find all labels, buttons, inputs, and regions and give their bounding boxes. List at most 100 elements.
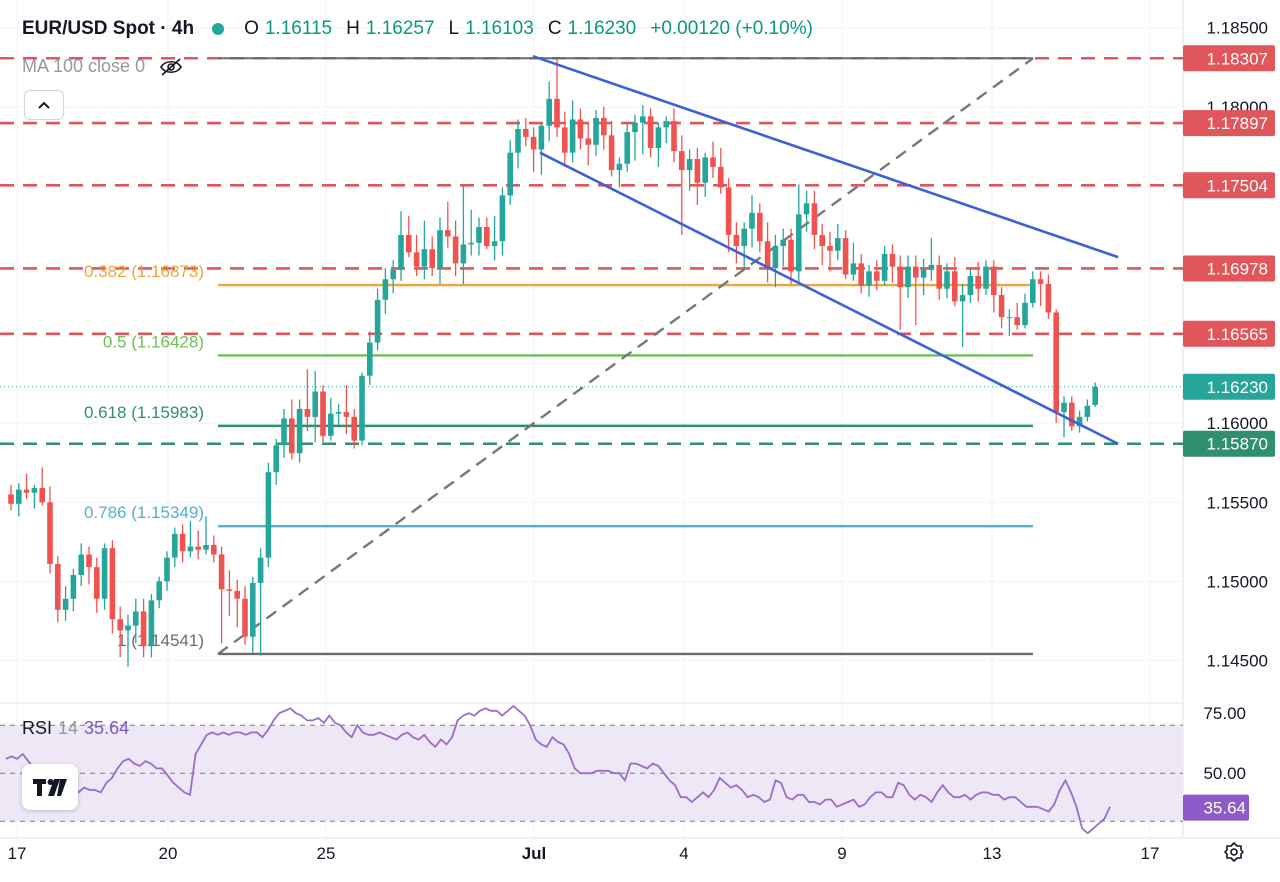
tradingview-logo[interactable]: [22, 764, 78, 810]
candle-body: [78, 554, 84, 576]
ma-indicator-text: MA 100 close 0: [22, 56, 146, 76]
candle-body: [530, 136, 537, 150]
close-label: C: [547, 18, 562, 39]
candle-body: [523, 128, 529, 137]
candle-body: [983, 266, 989, 289]
candle-body: [796, 214, 802, 272]
candle-body: [554, 98, 560, 128]
candle-body: [1022, 302, 1028, 326]
candle-body: [835, 238, 841, 251]
candle-body: [374, 299, 381, 343]
candle-body: [1030, 279, 1036, 303]
candle-body: [803, 203, 810, 215]
candle-body: [920, 269, 927, 278]
fib-label: 0.5 (1.16428): [103, 332, 204, 351]
rsi-tick-label: 50.00: [1203, 764, 1246, 783]
candle-body: [1092, 386, 1098, 405]
candle-body: [780, 239, 786, 247]
candle-body: [390, 269, 396, 280]
time-tick-label: 17: [8, 844, 27, 863]
candle-body: [897, 266, 903, 288]
low-value: 1.16103: [465, 18, 534, 39]
candle-body: [1053, 312, 1059, 413]
candle-body: [187, 546, 194, 552]
candle-body: [702, 157, 708, 183]
collapse-legend-button[interactable]: [24, 90, 64, 120]
candle-body: [476, 227, 482, 243]
candle-body: [733, 234, 740, 247]
candle-body: [351, 416, 357, 441]
candle-body: [125, 625, 131, 631]
resistance-1-tag: [1183, 45, 1275, 72]
candle-body: [218, 554, 225, 590]
channel-upper-line: [532, 54, 1119, 259]
change-value: +0.00120 (+0.10%): [650, 18, 813, 39]
candle-body: [16, 489, 22, 504]
candle-body: [398, 234, 404, 270]
candle-body: [226, 589, 233, 591]
candle-body: [250, 582, 256, 637]
candle-body: [585, 138, 591, 145]
candle-body: [39, 488, 45, 503]
candle-body: [468, 242, 474, 245]
candle-body: [881, 253, 888, 281]
fib-label: 0.382 (1.16873): [84, 262, 204, 281]
symbol-title[interactable]: EUR/USD Spot · 4h: [22, 18, 195, 39]
candle-body: [616, 163, 623, 171]
candle-body: [55, 563, 61, 610]
current-price-tag: [1183, 373, 1275, 400]
resistance-5-tag: [1183, 320, 1275, 347]
candle-body: [406, 234, 412, 253]
close-value: 1.16230: [567, 18, 637, 39]
candle-body: [452, 236, 459, 264]
fib-label: 1 (1.14541): [117, 631, 204, 650]
fib-label: 0.618 (1.15983): [84, 403, 204, 422]
candle-body: [546, 98, 552, 126]
candle-body: [429, 249, 435, 269]
candle-body: [889, 253, 896, 267]
candle-body: [967, 276, 974, 296]
candle-body: [242, 598, 248, 637]
candle-body: [850, 263, 857, 275]
candle-body: [70, 575, 77, 599]
candle-body: [952, 271, 958, 302]
candle-body: [647, 116, 654, 148]
candle-body: [757, 212, 763, 242]
candle-body: [86, 554, 92, 568]
support-1-tag-label: 1.15870: [1207, 435, 1268, 454]
tradingview-logo-icon: [33, 779, 67, 796]
candle-body: [991, 266, 997, 296]
high-label: H: [346, 18, 360, 39]
candle-body: [562, 127, 568, 153]
candle-body: [47, 502, 53, 564]
candle-body: [1037, 279, 1044, 284]
candle-body: [679, 151, 685, 171]
candle-body: [959, 295, 966, 302]
rsi-tick-label: 75.00: [1203, 704, 1246, 723]
rsi-indicator-label[interactable]: RSI 14 35.64: [22, 718, 129, 739]
candle-body: [445, 230, 451, 237]
market-status-dot: [212, 23, 225, 35]
candle-body: [764, 241, 771, 269]
candle-body: [156, 581, 162, 601]
candle-body: [1061, 402, 1067, 413]
candle-body: [8, 494, 14, 504]
ma-indicator-label[interactable]: MA 100 close 0: [22, 56, 183, 77]
open-value: 1.16115: [264, 18, 333, 39]
resistance-2-tag-label: 1.17897: [1207, 114, 1268, 133]
candle-body: [928, 265, 935, 270]
candle-body: [179, 533, 186, 552]
time-tick-label: 4: [679, 844, 688, 863]
eye-hidden-icon[interactable]: [159, 57, 183, 77]
candle-body: [359, 375, 365, 441]
support-1-tag: [1183, 430, 1275, 457]
price-tick-label: 1.16000: [1207, 414, 1268, 433]
candle-body: [858, 263, 864, 286]
time-tick-label: Jul: [522, 844, 547, 863]
time-tick-label: 20: [159, 844, 178, 863]
candle-body: [655, 127, 662, 148]
candle-body: [164, 557, 170, 582]
settings-gear-icon[interactable]: [1222, 840, 1246, 864]
candle-body: [320, 391, 326, 436]
